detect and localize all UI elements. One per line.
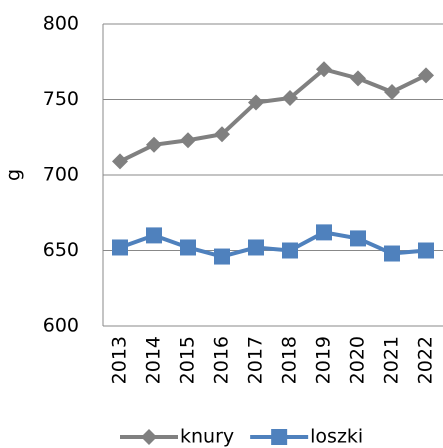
x-tick-label: 2019 [313,336,335,384]
point [248,239,264,256]
x-tick-label: 2022 [415,336,437,384]
y-tick-label: 800 [43,13,79,35]
point [418,67,434,84]
y-tick-label: 700 [43,164,79,186]
point [180,132,196,149]
point [384,245,400,262]
point [141,429,157,445]
x-tick-label: 2021 [381,336,403,384]
x-tick-label: 2015 [177,336,199,384]
point [214,126,230,143]
point [112,239,128,256]
legend-label: loszki [310,426,363,448]
point [282,89,298,106]
x-tick-label: 2016 [211,336,233,384]
point [180,239,196,256]
point [271,429,288,445]
x-tick-label: 2018 [279,336,301,384]
x-tick-label: 2014 [143,336,165,384]
point [214,248,230,265]
point [384,83,400,100]
point [316,224,332,241]
legend-label: knury [180,426,234,448]
x-tick-label: 2020 [347,336,369,384]
y-tick-label: 600 [43,315,79,337]
y-tick-label: 650 [43,239,79,261]
series-line [119,67,427,164]
point [316,61,332,78]
y-tick-label: 750 [43,88,79,110]
x-tick-label: 2013 [109,336,131,384]
point [146,136,162,153]
point [248,94,264,111]
x-tick-label: 2017 [245,336,267,384]
point [112,153,128,170]
point [146,227,162,244]
point [418,242,434,259]
y-axis-label: g [3,169,25,181]
point [350,70,366,87]
point [282,242,298,259]
series-line [119,230,427,259]
point [350,230,366,247]
